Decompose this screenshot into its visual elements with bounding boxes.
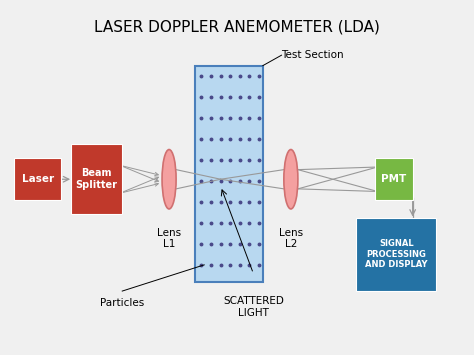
- Text: SCATTERED
LIGHT: SCATTERED LIGHT: [223, 296, 284, 318]
- FancyBboxPatch shape: [195, 66, 263, 282]
- FancyBboxPatch shape: [15, 158, 61, 200]
- Text: Lens
L2: Lens L2: [279, 228, 303, 250]
- Text: Test Section: Test Section: [282, 50, 344, 60]
- Ellipse shape: [162, 149, 176, 209]
- Text: Lens
L1: Lens L1: [157, 228, 181, 250]
- Text: PMT: PMT: [381, 174, 407, 184]
- FancyBboxPatch shape: [356, 218, 436, 291]
- Text: SIGNAL
PROCESSING
AND DISPLAY: SIGNAL PROCESSING AND DISPLAY: [365, 240, 428, 269]
- Text: Beam
Splitter: Beam Splitter: [75, 168, 118, 190]
- Ellipse shape: [284, 149, 298, 209]
- FancyBboxPatch shape: [71, 144, 122, 214]
- Text: Particles: Particles: [100, 298, 145, 308]
- Text: Laser: Laser: [22, 174, 54, 184]
- Text: LASER DOPPLER ANEMOMETER (LDA): LASER DOPPLER ANEMOMETER (LDA): [94, 20, 380, 35]
- FancyBboxPatch shape: [375, 158, 413, 200]
